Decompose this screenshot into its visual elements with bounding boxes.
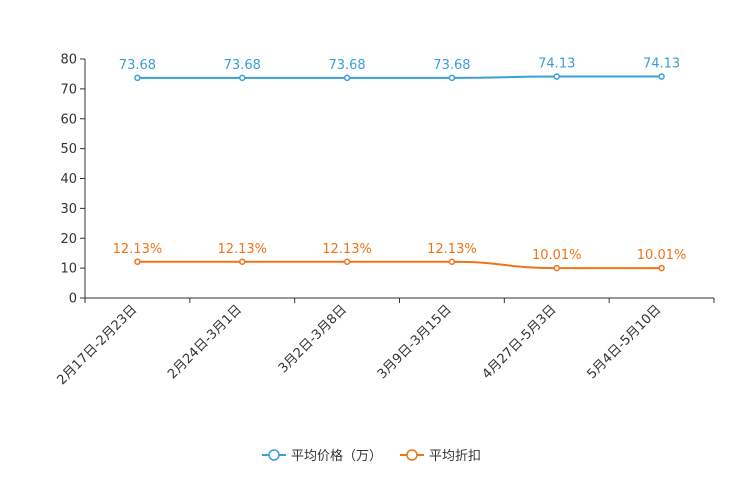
data-point[interactable] [448, 74, 456, 82]
legend-item-0[interactable]: 平均价格（万） [262, 448, 382, 464]
data-label: 12.13% [427, 242, 477, 257]
legend-marker-icon [268, 449, 280, 461]
y-tick-label: 70 [60, 82, 77, 97]
x-tick-label: 2月24日-3月1日 [165, 302, 245, 382]
data-label: 10.01% [637, 248, 687, 263]
legend[interactable]: 平均价格（万） 平均折扣 [262, 448, 481, 464]
data-point[interactable] [658, 264, 665, 272]
data-point[interactable] [239, 258, 246, 266]
x-tick-label: 4月27日-5月3日 [480, 302, 560, 382]
x-tick-label: 5月4日-5月10日 [584, 302, 664, 382]
x-tick-label: 2月17日-2月23日 [54, 302, 140, 388]
data-point[interactable] [448, 258, 456, 266]
data-point[interactable] [658, 73, 665, 80]
series-line [137, 75, 662, 79]
series-0: 73.68 73.68 73.68 73.68 74.13 74.13 [119, 57, 680, 82]
x-tick-label: 3月2日-3月8日 [276, 302, 350, 376]
series-line [137, 260, 662, 270]
data-label: 73.68 [224, 58, 261, 73]
x-tick-label: 3月9日-3月15日 [375, 302, 455, 382]
data-point[interactable] [343, 74, 351, 82]
data-label: 12.13% [217, 242, 267, 257]
data-label: 10.01% [532, 248, 582, 263]
y-tick-label: 20 [60, 232, 77, 247]
y-tick-label: 10 [60, 262, 77, 277]
legend-label: 平均折扣 [429, 449, 481, 464]
legend-item-1[interactable]: 平均折扣 [400, 449, 481, 464]
data-label: 73.68 [119, 58, 156, 73]
data-point[interactable] [239, 74, 246, 82]
data-label: 74.13 [643, 57, 680, 72]
data-point[interactable] [343, 258, 351, 266]
data-label: 74.13 [538, 57, 575, 72]
data-point[interactable] [553, 264, 560, 272]
data-point[interactable] [553, 73, 560, 80]
series-1: 12.13% 12.13% 12.13% 12.13% 10.01% 10.01% [113, 242, 687, 272]
axes: 0 10 20 30 40 50 60 70 80 2月17日-2月23日 2月24日-3月1日 3月… [54, 53, 715, 388]
legend-label: 平均价格（万） [291, 448, 382, 464]
y-tick-label: 60 [60, 112, 77, 127]
y-tick-label: 0 [69, 292, 77, 307]
y-tick-label: 30 [60, 202, 77, 217]
data-point[interactable] [134, 74, 141, 82]
legend-marker-icon [406, 449, 418, 461]
data-point[interactable] [134, 258, 141, 266]
data-label: 12.13% [322, 242, 372, 257]
data-label: 12.13% [113, 242, 163, 257]
y-tick-label: 40 [60, 172, 77, 187]
y-tick-label: 80 [60, 53, 77, 68]
y-tick-label: 50 [60, 142, 77, 157]
data-label: 73.68 [433, 58, 470, 73]
data-label: 73.68 [328, 58, 365, 73]
